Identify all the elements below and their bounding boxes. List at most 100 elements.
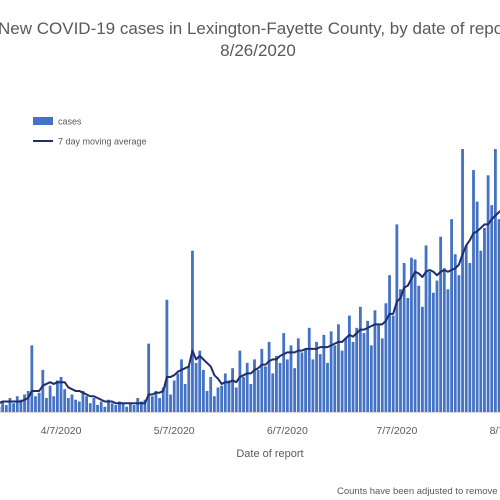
bar xyxy=(431,292,435,412)
bar xyxy=(103,406,107,412)
bar xyxy=(12,403,15,412)
bar xyxy=(30,345,34,412)
bar xyxy=(59,376,63,412)
bar xyxy=(424,245,428,412)
bar xyxy=(293,368,297,412)
bar xyxy=(15,396,19,412)
chart-title: New COVID-19 cases in Lexington-Fayette … xyxy=(0,19,500,38)
chart-title: 8/26/2020 xyxy=(220,41,296,60)
bar xyxy=(329,331,333,412)
bar xyxy=(260,348,264,412)
moving-average-line xyxy=(0,209,500,405)
bar xyxy=(439,236,443,412)
bar xyxy=(380,338,384,412)
bar xyxy=(344,338,348,412)
bar xyxy=(296,338,300,412)
bar xyxy=(358,306,362,412)
bar xyxy=(63,389,67,412)
bar xyxy=(180,359,183,412)
legend-label: cases xyxy=(58,117,82,127)
bar xyxy=(406,298,410,412)
bar xyxy=(410,257,413,412)
bar xyxy=(8,397,12,412)
bar xyxy=(384,303,388,412)
bar xyxy=(161,387,165,412)
bar xyxy=(205,390,209,412)
bar xyxy=(369,345,373,412)
bar xyxy=(399,289,402,412)
bar xyxy=(88,403,92,412)
bar xyxy=(450,219,453,412)
bar xyxy=(318,354,322,412)
bar xyxy=(96,404,99,412)
bar xyxy=(395,224,399,412)
legend-swatch xyxy=(33,117,53,125)
bar xyxy=(337,324,340,412)
bar xyxy=(351,341,355,412)
bar xyxy=(19,399,23,412)
bar xyxy=(139,401,143,412)
bar xyxy=(322,334,326,412)
bar xyxy=(267,341,271,412)
bar xyxy=(231,368,234,412)
bar xyxy=(388,275,391,412)
bar xyxy=(421,306,424,412)
bar xyxy=(74,399,78,412)
bar xyxy=(348,315,351,412)
bar xyxy=(391,315,395,412)
x-axis-label: Date of report xyxy=(236,448,303,460)
bar xyxy=(48,385,52,412)
bar xyxy=(191,250,194,412)
bar xyxy=(187,366,191,412)
bar xyxy=(494,149,497,412)
bar xyxy=(227,380,231,412)
bar xyxy=(220,385,224,412)
bar xyxy=(479,250,483,412)
bar xyxy=(110,403,114,412)
bar xyxy=(34,396,37,412)
bar xyxy=(70,394,74,412)
bar xyxy=(136,397,140,412)
bar xyxy=(114,404,118,412)
bar xyxy=(417,285,421,412)
bar xyxy=(315,341,318,412)
bar xyxy=(468,262,472,412)
bar xyxy=(340,350,344,412)
bar xyxy=(362,333,366,412)
bar xyxy=(413,259,417,412)
bar xyxy=(4,404,8,412)
bar xyxy=(150,396,154,412)
bar xyxy=(198,350,202,412)
bar xyxy=(85,396,88,412)
bar xyxy=(26,390,30,412)
bar xyxy=(183,383,187,412)
bar xyxy=(234,387,238,412)
bar xyxy=(242,376,245,412)
bar xyxy=(435,280,439,412)
bar xyxy=(52,396,56,412)
bar xyxy=(223,373,227,412)
bar xyxy=(333,345,337,412)
bar xyxy=(355,327,359,412)
bar xyxy=(304,348,307,412)
bar xyxy=(56,380,59,412)
bar xyxy=(238,350,242,412)
bar xyxy=(92,397,96,412)
bar xyxy=(253,359,256,412)
bar xyxy=(158,397,161,412)
bar xyxy=(278,362,282,412)
bar xyxy=(453,254,457,412)
bar xyxy=(497,219,500,412)
bar xyxy=(194,362,198,412)
bar xyxy=(326,362,329,412)
x-tick-label: 6/7/2020 xyxy=(267,425,308,437)
bar xyxy=(311,359,315,412)
bar xyxy=(165,299,169,412)
x-tick-label: 5/7/2020 xyxy=(154,425,195,437)
bar xyxy=(275,355,278,412)
bar xyxy=(282,333,286,412)
bar xyxy=(442,268,446,412)
bar xyxy=(1,401,5,412)
bar xyxy=(472,170,475,412)
